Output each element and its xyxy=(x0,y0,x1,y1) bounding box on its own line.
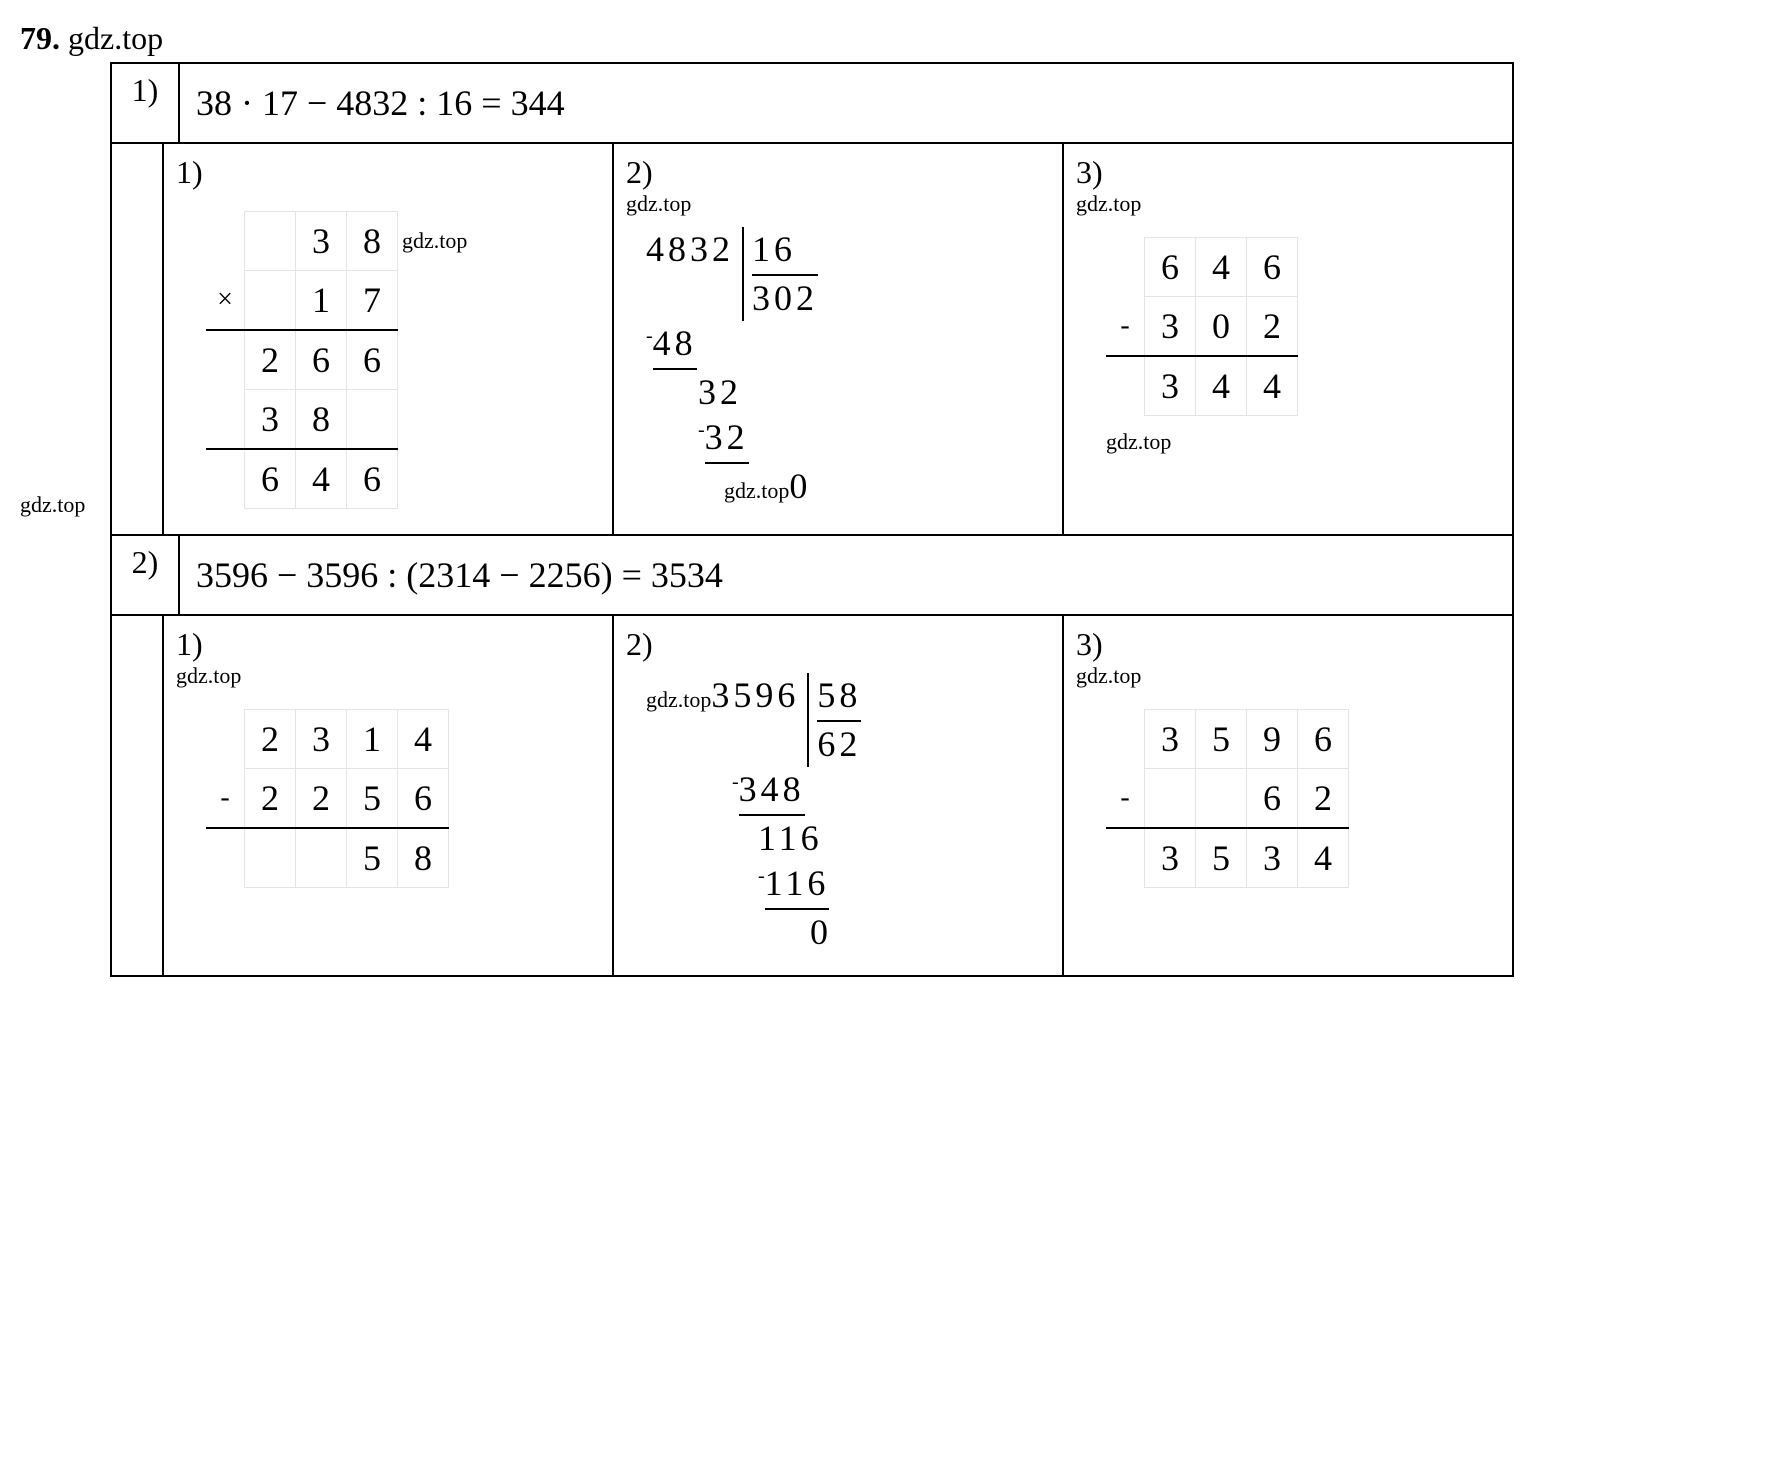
digit-cell: 1 xyxy=(296,271,347,331)
column-arithmetic: 3596-623534 xyxy=(1106,709,1349,888)
digit-cell: 3 xyxy=(296,212,347,271)
digit-cell xyxy=(1196,769,1247,829)
step-cell: 3)gdz.top646-302344gdz.top xyxy=(1064,144,1512,534)
watermark: gdz.top xyxy=(626,191,1050,217)
digit-cell: 4 xyxy=(1298,828,1349,888)
digit-cell: 2 xyxy=(1298,769,1349,829)
digit-cell: 6 xyxy=(1145,238,1196,297)
watermark: gdz.top xyxy=(1106,429,1500,455)
digit-cell: 6 xyxy=(245,449,296,509)
digit-cell: 2 xyxy=(245,330,296,390)
problem-header: 79. gdz.top xyxy=(20,20,1768,57)
digit-cell xyxy=(347,390,398,450)
digit-cell: 6 xyxy=(296,330,347,390)
step-label: 3) xyxy=(1076,626,1500,663)
digit-cell: 4 xyxy=(296,449,347,509)
digit-cell: 4 xyxy=(1247,356,1298,416)
equation: 38 · 17 − 4832 : 16 = 344 xyxy=(180,64,1512,142)
digit-cell: 6 xyxy=(398,769,449,829)
step-cell: 1) 38gdz.top×1726638646 xyxy=(164,144,614,534)
digit-cell: 9 xyxy=(1247,710,1298,769)
long-division: 483216302-4832-32gdz.top0 xyxy=(646,227,818,509)
step-cell: 1)gdz.top 2314-225658 xyxy=(164,616,614,975)
digit-cell: 5 xyxy=(347,769,398,829)
column-arithmetic: 646-302344 xyxy=(1106,237,1298,416)
digit-cell: 6 xyxy=(1247,238,1298,297)
column-arithmetic: 38gdz.top×1726638646 xyxy=(206,211,468,509)
step-cell: 2)gdz.top483216302-4832-32gdz.top0 xyxy=(614,144,1064,534)
watermark: gdz.top xyxy=(398,212,469,271)
watermark: gdz.top xyxy=(176,663,600,689)
digit-cell: 5 xyxy=(347,828,398,888)
watermark: gdz.top xyxy=(1076,663,1500,689)
solution-table: 1)38 · 17 − 4832 : 16 = 3441)38gdz.top×1… xyxy=(110,62,1514,977)
watermark: gdz.top xyxy=(646,687,711,712)
digit-cell: 8 xyxy=(398,828,449,888)
digit-cell: 2 xyxy=(296,769,347,829)
digit-cell: 1 xyxy=(347,710,398,769)
problem-label: 1) xyxy=(112,64,180,142)
digit-cell: 3 xyxy=(1145,356,1196,416)
problem-number: 79. xyxy=(20,20,60,56)
digit-cell: 3 xyxy=(245,390,296,450)
column-arithmetic: 2314-225658 xyxy=(206,709,449,888)
left-watermark: gdz.top xyxy=(20,492,85,518)
digit-cell: 3 xyxy=(296,710,347,769)
watermark: gdz.top xyxy=(1076,191,1500,217)
problem-label: 2) xyxy=(112,536,180,614)
step-label: 2) xyxy=(626,626,1050,663)
digit-cell: 6 xyxy=(347,330,398,390)
digit-cell: 4 xyxy=(1196,356,1247,416)
header-watermark: gdz.top xyxy=(68,20,163,56)
digit-cell: 4 xyxy=(1196,238,1247,297)
digit-cell: 2 xyxy=(245,769,296,829)
digit-cell: 3 xyxy=(1145,828,1196,888)
equation: 3596 − 3596 : (2314 − 2256) = 3534 xyxy=(180,536,1512,614)
digit-cell xyxy=(296,828,347,888)
digit-cell: 7 xyxy=(347,271,398,331)
digit-cell: 0 xyxy=(1196,297,1247,357)
step-label: 1) xyxy=(176,154,600,191)
digit-cell xyxy=(1145,769,1196,829)
digit-cell: 5 xyxy=(1196,710,1247,769)
digit-cell: 3 xyxy=(1145,710,1196,769)
digit-cell: 6 xyxy=(1247,769,1298,829)
digit-cell: 5 xyxy=(1196,828,1247,888)
digit-cell: 8 xyxy=(347,212,398,271)
digit-cell: 6 xyxy=(1298,710,1349,769)
step-cell: 2) gdz.top35965862-348116-1160 xyxy=(614,616,1064,975)
step-label: 3) xyxy=(1076,154,1500,191)
step-label: 2) xyxy=(626,154,1050,191)
digit-cell xyxy=(245,828,296,888)
digit-cell: 2 xyxy=(245,710,296,769)
digit-cell: 8 xyxy=(296,390,347,450)
digit-cell: 3 xyxy=(1145,297,1196,357)
digit-cell: 6 xyxy=(347,449,398,509)
watermark: gdz.top xyxy=(724,478,789,503)
digit-cell: 4 xyxy=(398,710,449,769)
digit-cell: 3 xyxy=(1247,828,1298,888)
long-division: gdz.top35965862-348116-1160 xyxy=(646,673,861,955)
step-cell: 3)gdz.top 3596-623534 xyxy=(1064,616,1512,975)
digit-cell xyxy=(245,271,296,331)
digit-cell: 2 xyxy=(1247,297,1298,357)
step-label: 1) xyxy=(176,626,600,663)
digit-cell xyxy=(245,212,296,271)
